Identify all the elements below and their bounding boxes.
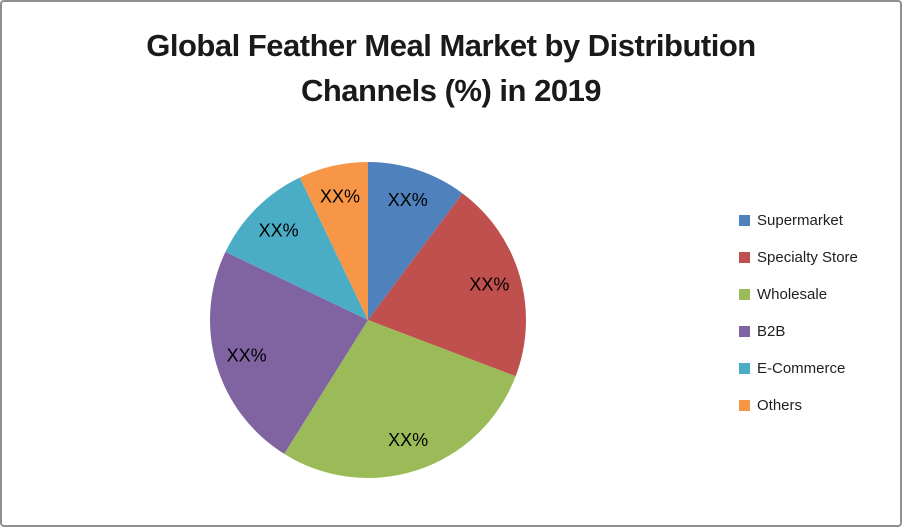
legend-swatch-wholesale: [739, 289, 750, 300]
pie-slice-b2b: [209, 251, 368, 454]
pie-slice-e-commerce: [225, 177, 368, 320]
legend-label-specialty-store: Specialty Store: [757, 249, 858, 266]
chart-title: Global Feather Meal Market by Distributi…: [2, 23, 900, 113]
legend-swatch-specialty-store: [739, 252, 750, 263]
chart-title-line2: Channels (%) in 2019: [300, 73, 602, 108]
legend-label-supermarket: Supermarket: [757, 212, 843, 229]
legend-swatch-others: [739, 400, 750, 411]
legend-label-wholesale: Wholesale: [757, 286, 828, 303]
pie-slice-others: [299, 162, 368, 320]
pie-label-others: XX%: [320, 187, 360, 207]
pie-slice-supermarket: [368, 162, 463, 320]
legend-swatch-supermarket: [739, 215, 750, 226]
legend-label-b2b: B2B: [757, 323, 786, 340]
legend-item-others: Others: [739, 387, 858, 424]
pie-label-supermarket: XX%: [388, 190, 428, 210]
pie-label-b2b: XX%: [227, 345, 267, 365]
pie-slice-specialty-store: [368, 193, 526, 377]
legend-item-supermarket: Supermarket: [739, 202, 858, 239]
pie-label-specialty-store: XX%: [469, 275, 509, 295]
pie-slice-wholesale: [284, 320, 516, 478]
legend-item-e-commerce: E-Commerce: [739, 350, 858, 387]
pie-label-wholesale: XX%: [388, 430, 428, 450]
pie-label-e-commerce: XX%: [259, 221, 299, 241]
chart-title-line1: Global Feather Meal Market by Distributi…: [146, 28, 756, 63]
legend: Supermarket Specialty Store Wholesale B2B E-…: [739, 202, 858, 424]
legend-item-wholesale: Wholesale: [739, 276, 858, 313]
legend-item-specialty-store: Specialty Store: [739, 239, 858, 276]
legend-swatch-e-commerce: [739, 363, 750, 374]
legend-item-b2b: B2B: [739, 313, 858, 350]
legend-swatch-b2b: [739, 326, 750, 337]
legend-label-others: Others: [757, 397, 803, 414]
legend-label-e-commerce: E-Commerce: [757, 360, 846, 377]
